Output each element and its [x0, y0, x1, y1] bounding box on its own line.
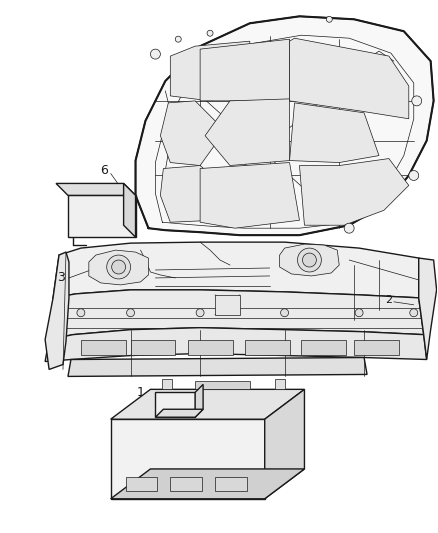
Polygon shape [111, 469, 304, 499]
Polygon shape [68, 358, 367, 376]
Polygon shape [124, 183, 135, 237]
Polygon shape [53, 242, 419, 298]
Polygon shape [290, 38, 409, 119]
Circle shape [107, 255, 131, 279]
Polygon shape [170, 477, 202, 491]
Polygon shape [56, 183, 135, 196]
Polygon shape [188, 340, 233, 354]
Polygon shape [170, 41, 250, 101]
Polygon shape [111, 419, 265, 499]
Circle shape [281, 309, 289, 317]
Polygon shape [279, 244, 339, 276]
Polygon shape [275, 379, 285, 389]
Circle shape [150, 49, 160, 59]
Text: 2: 2 [385, 295, 392, 305]
Polygon shape [155, 409, 203, 417]
Polygon shape [265, 389, 304, 499]
Polygon shape [111, 389, 304, 419]
Circle shape [207, 30, 213, 36]
Polygon shape [195, 384, 203, 417]
Polygon shape [245, 340, 290, 354]
Circle shape [344, 223, 354, 233]
Circle shape [127, 309, 134, 317]
Polygon shape [160, 101, 225, 166]
Polygon shape [354, 340, 399, 354]
Circle shape [412, 96, 422, 106]
Circle shape [326, 17, 332, 22]
Polygon shape [68, 196, 135, 237]
Polygon shape [155, 392, 195, 417]
Polygon shape [160, 166, 235, 222]
Circle shape [355, 309, 363, 317]
Circle shape [196, 309, 204, 317]
Polygon shape [135, 17, 434, 235]
Circle shape [303, 253, 316, 267]
Circle shape [77, 309, 85, 317]
Polygon shape [126, 477, 157, 491]
Polygon shape [419, 258, 437, 360]
Circle shape [410, 309, 418, 317]
Polygon shape [215, 477, 247, 491]
Polygon shape [81, 340, 126, 354]
Polygon shape [131, 340, 175, 354]
Polygon shape [45, 328, 427, 361]
Polygon shape [200, 163, 300, 228]
Circle shape [112, 260, 126, 274]
Circle shape [409, 171, 419, 181]
Polygon shape [195, 382, 250, 389]
Circle shape [175, 36, 181, 42]
Text: 1: 1 [137, 386, 145, 399]
Polygon shape [300, 158, 409, 225]
Polygon shape [215, 295, 240, 315]
Circle shape [297, 248, 321, 272]
Text: 6: 6 [100, 164, 108, 177]
Polygon shape [200, 39, 290, 101]
Polygon shape [205, 99, 290, 166]
Polygon shape [89, 250, 148, 285]
Text: 3: 3 [57, 271, 65, 285]
Polygon shape [45, 252, 69, 369]
Polygon shape [290, 103, 379, 163]
Polygon shape [49, 290, 424, 340]
Polygon shape [301, 340, 346, 354]
Polygon shape [162, 379, 172, 389]
